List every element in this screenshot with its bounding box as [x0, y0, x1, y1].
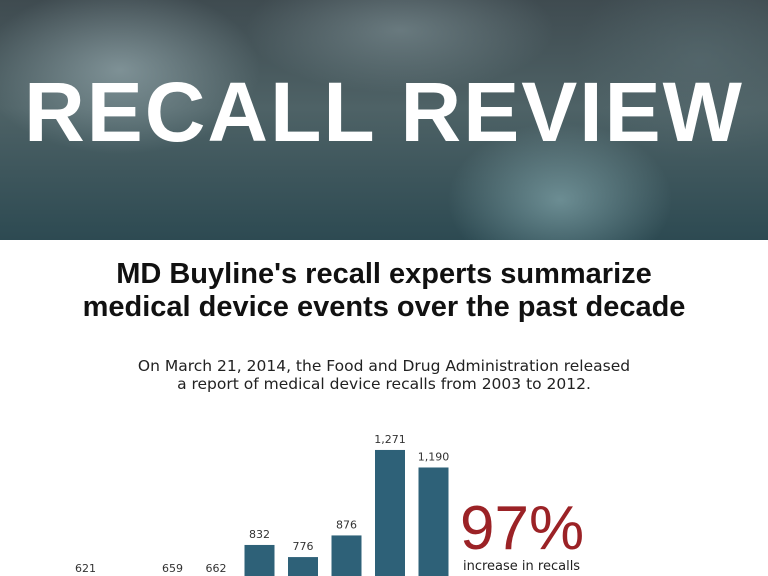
hero-banner: RECALL REVIEW	[0, 0, 768, 240]
bar	[288, 557, 318, 576]
bar-value-label: 1,190	[418, 450, 450, 463]
bar-value-label: 662	[206, 562, 227, 575]
highlight-caption: increase in recalls	[463, 559, 581, 574]
intro-text: On March 21, 2014, the Food and Drug Adm…	[0, 357, 768, 393]
bar-value-label: 876	[336, 518, 357, 531]
bar	[244, 544, 275, 576]
bar-value-label: 832	[249, 528, 270, 541]
bar-value-label: 1,271	[374, 433, 406, 446]
bar-value-label: 776	[293, 540, 314, 553]
intro-line-2: a report of medical device recalls from …	[177, 375, 591, 393]
bar	[375, 449, 405, 576]
headline-line-1: MD Buyline's recall experts summarize	[116, 258, 652, 290]
hero-title: RECALL REVIEW	[24, 65, 744, 159]
headline-line-2: medical device events over the past deca…	[82, 291, 686, 323]
bar-value-label: 659	[162, 562, 183, 575]
headline: MD Buyline's recall experts summarize me…	[0, 258, 768, 324]
bar	[331, 535, 362, 576]
intro-line-1: On March 21, 2014, the Food and Drug Adm…	[137, 357, 631, 375]
highlight-percent: 97%	[460, 494, 585, 563]
bar-value-label: 621	[75, 562, 96, 575]
bar	[418, 467, 449, 576]
